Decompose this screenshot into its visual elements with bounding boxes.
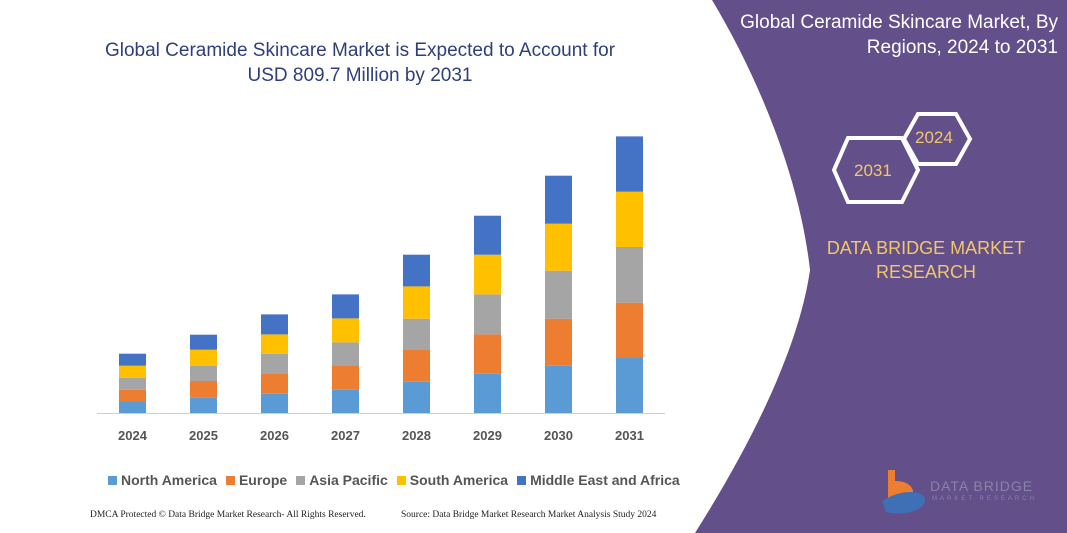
legend-swatch bbox=[108, 475, 117, 485]
legend: North America Europe Asia Pacific South Ame… bbox=[108, 472, 680, 488]
chart-title: Global Ceramide Skincare Market is Expec… bbox=[104, 40, 616, 86]
hex-label-2024: 2024 bbox=[915, 128, 953, 147]
bar-segment-2030-middle-east-and-africa bbox=[545, 175, 572, 224]
bar-segment-2025-asia-pacific bbox=[190, 365, 217, 381]
bar-segment-2028-europe bbox=[403, 349, 430, 382]
stacked-bar-chart: 2024 2025 2026 2027 2028 2029 2030 2031 bbox=[97, 136, 665, 443]
legend-label: North America bbox=[121, 472, 217, 488]
bar-segment-2025-south-america bbox=[190, 349, 217, 366]
hexagon-2024 bbox=[901, 112, 973, 166]
purple-panel bbox=[695, 0, 1067, 533]
data-bridge-logo-icon bbox=[882, 470, 925, 514]
hex-label-2031: 2031 bbox=[854, 161, 892, 180]
bar-segment-2029-south-america bbox=[474, 254, 501, 295]
x-tick-label: 2031 bbox=[615, 428, 644, 443]
legend-label: Middle East and Africa bbox=[530, 472, 680, 488]
bar-segment-2028-asia-pacific bbox=[403, 318, 430, 350]
bar-segment-2026-north-america bbox=[261, 393, 288, 413]
bar-segment-2026-asia-pacific bbox=[261, 353, 288, 374]
bar-segment-2029-asia-pacific bbox=[474, 294, 501, 335]
bar-segment-2025-middle-east-and-africa bbox=[190, 334, 217, 350]
bar-segment-2030-south-america bbox=[545, 223, 572, 271]
bar-segment-2024-middle-east-and-africa bbox=[119, 353, 146, 366]
bar-segment-2025-north-america bbox=[190, 397, 217, 413]
bar-segment-2029-middle-east-and-africa bbox=[474, 215, 501, 255]
bar-segment-2031-north-america bbox=[616, 358, 643, 413]
bar-segment-2024-south-america bbox=[119, 365, 146, 378]
bar-segment-2031-asia-pacific bbox=[616, 247, 643, 303]
x-tick-label: 2029 bbox=[473, 428, 502, 443]
copyright-note: DMCA Protected © Data Bridge Market Rese… bbox=[90, 510, 366, 520]
bar-segment-2027-south-america bbox=[332, 318, 359, 343]
bar-segment-2030-north-america bbox=[545, 365, 572, 413]
bar-segment-2031-south-america bbox=[616, 191, 643, 247]
bar-segment-2030-asia-pacific bbox=[545, 270, 572, 319]
logo-subtext: MARKET RESEARCH bbox=[932, 496, 1037, 502]
bar-segment-2027-europe bbox=[332, 365, 359, 390]
bar-segment-2026-south-america bbox=[261, 334, 288, 354]
bar-segment-2027-north-america bbox=[332, 389, 359, 413]
x-tick-label: 2027 bbox=[331, 428, 360, 443]
legend-item: Middle East and Africa bbox=[517, 472, 680, 488]
bar-segment-2031-middle-east-and-africa bbox=[616, 136, 643, 192]
source-note: Source: Data Bridge Market Research Mark… bbox=[401, 510, 657, 520]
legend-item: Asia Pacific bbox=[296, 472, 388, 488]
x-tick-label: 2025 bbox=[189, 428, 218, 443]
bar-segment-2025-europe bbox=[190, 381, 217, 398]
legend-item: Europe bbox=[225, 472, 288, 488]
bar-segment-2031-europe bbox=[616, 302, 643, 358]
x-tick-label: 2026 bbox=[260, 428, 289, 443]
x-tick-label: 2024 bbox=[118, 428, 148, 443]
bar-segment-2027-middle-east-and-africa bbox=[332, 294, 359, 319]
bar-segment-2027-asia-pacific bbox=[332, 342, 359, 366]
legend-item: North America bbox=[108, 472, 217, 488]
legend-swatch bbox=[225, 475, 235, 485]
legend-label: Asia Pacific bbox=[309, 472, 388, 488]
x-tick-label: 2030 bbox=[544, 428, 573, 443]
bar-segment-2028-north-america bbox=[403, 381, 430, 413]
legend-swatch bbox=[517, 475, 527, 485]
bar-segment-2029-north-america bbox=[474, 373, 501, 413]
bar-segment-2024-asia-pacific bbox=[119, 377, 146, 390]
bar-segment-2029-europe bbox=[474, 334, 501, 374]
bar-segment-2030-europe bbox=[545, 318, 572, 366]
legend-item: South America bbox=[396, 472, 509, 488]
bar-segment-2024-north-america bbox=[119, 402, 146, 413]
bar-segment-2026-europe bbox=[261, 373, 288, 394]
legend-swatch bbox=[296, 475, 306, 485]
brand-name: DATA BRIDGE MARKET RESEARCH bbox=[826, 238, 1026, 282]
logo-text: DATA BRIDGE bbox=[930, 478, 1034, 494]
panel-title: Global Ceramide Skincare Market, By Regi… bbox=[740, 12, 1058, 58]
x-tick-label: 2028 bbox=[402, 428, 431, 443]
bar-segment-2028-south-america bbox=[403, 286, 430, 319]
bar-segment-2028-middle-east-and-africa bbox=[403, 254, 430, 287]
bar-segment-2024-europe bbox=[119, 389, 146, 402]
bar-segment-2026-middle-east-and-africa bbox=[261, 314, 288, 335]
legend-label: South America bbox=[409, 472, 509, 488]
legend-label: Europe bbox=[238, 472, 288, 488]
legend-swatch bbox=[396, 475, 406, 485]
hexagon-2031 bbox=[831, 136, 921, 204]
